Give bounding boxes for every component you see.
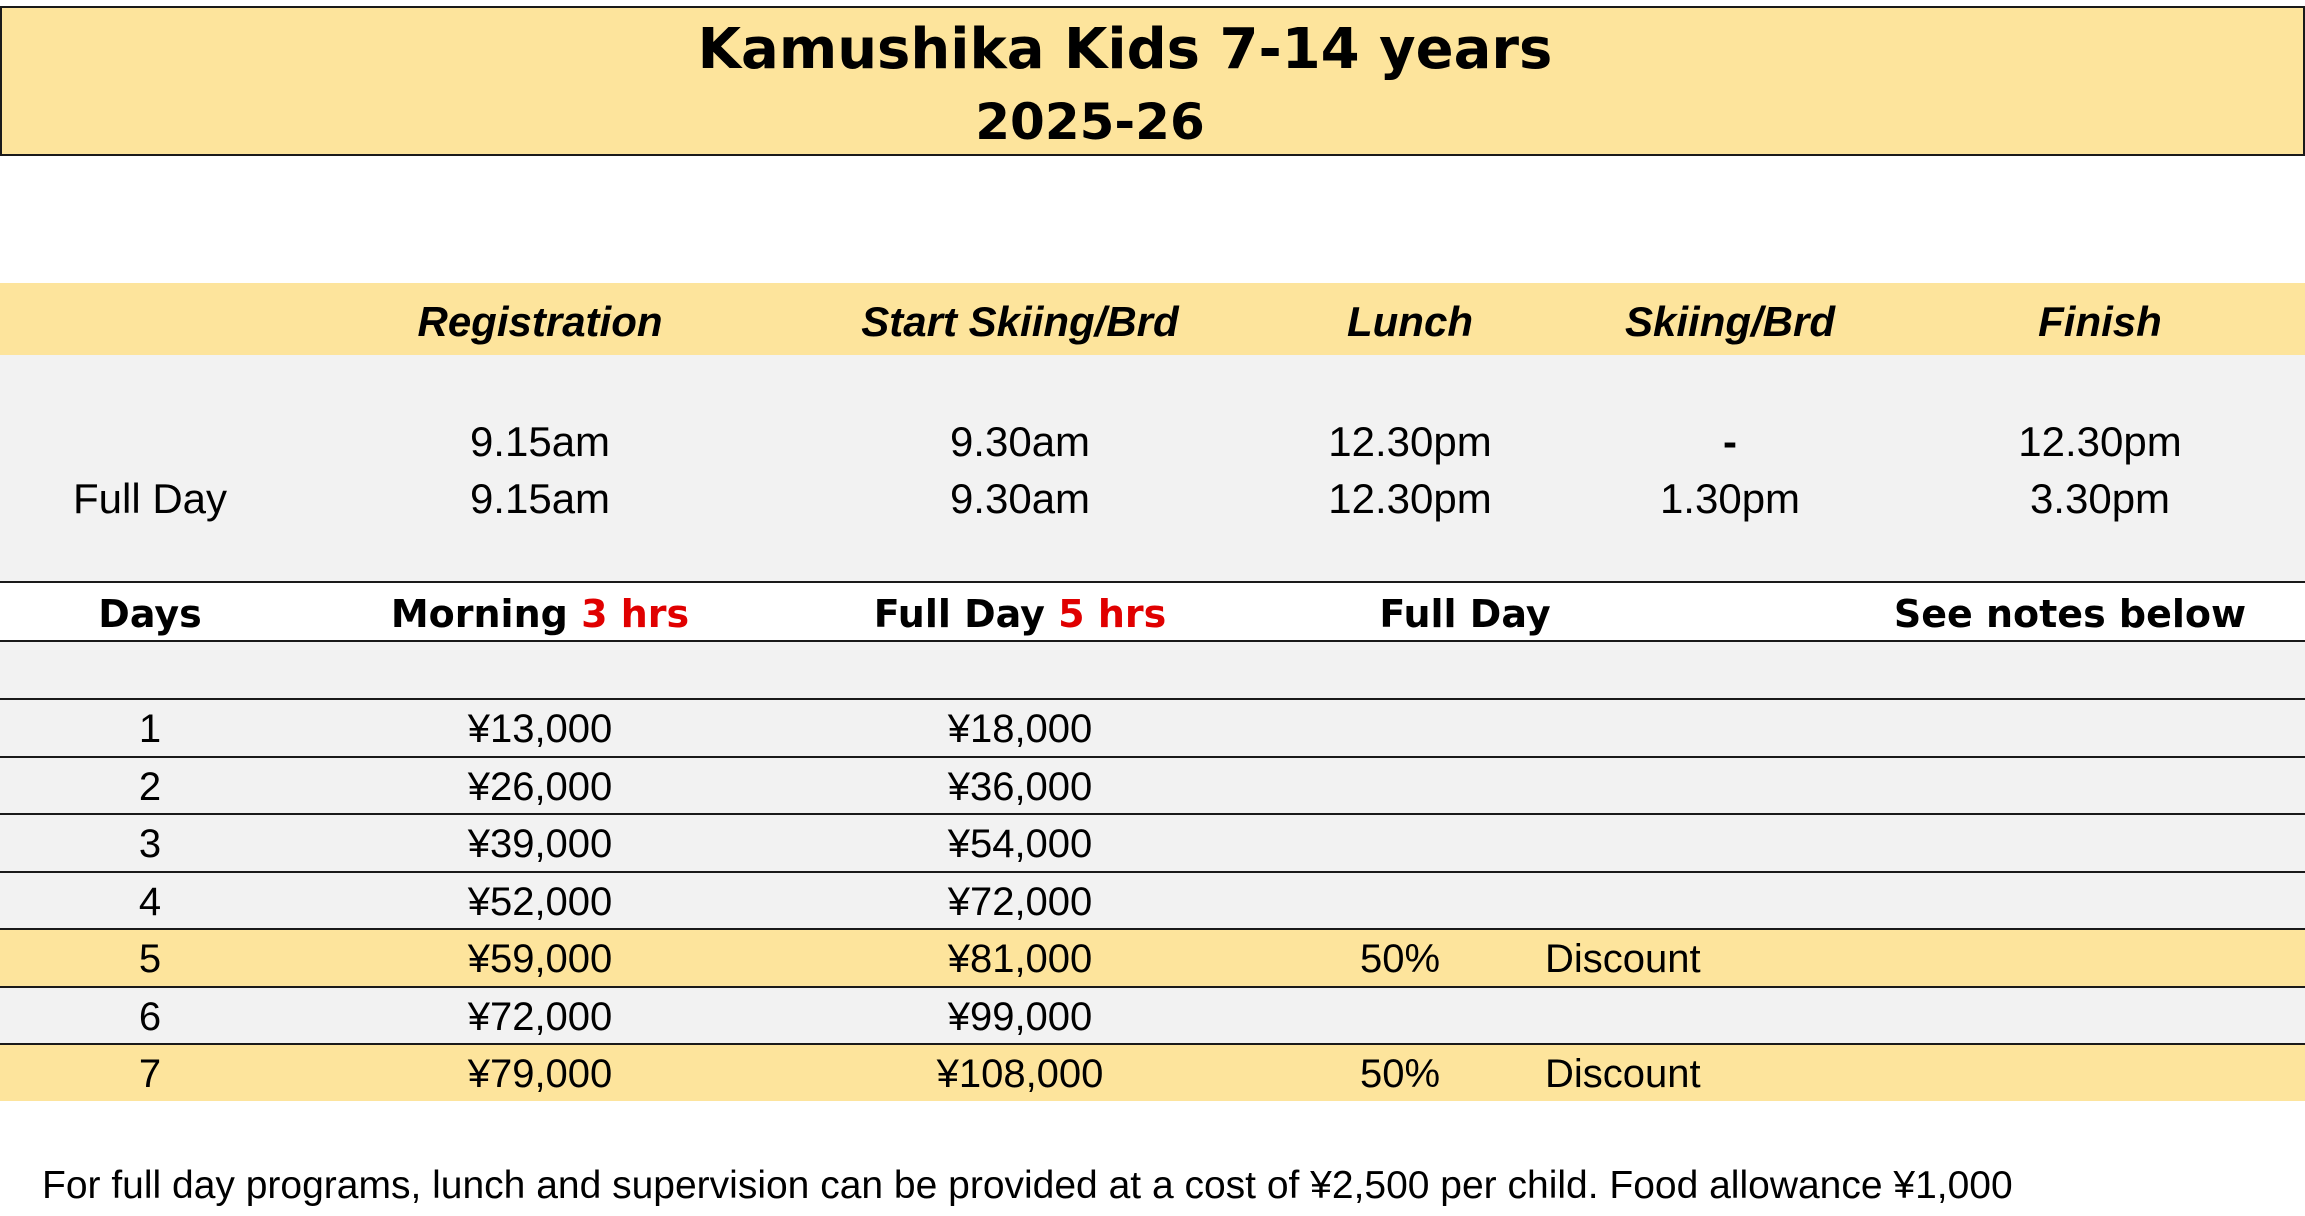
divider xyxy=(0,640,2305,642)
season-label: 2025-26 xyxy=(975,93,1205,151)
pricing-morning-cell: ¥39,000 xyxy=(467,822,613,866)
schedule-cell: 12.30pm xyxy=(1328,418,1492,465)
pricing-morning-cell: ¥52,000 xyxy=(467,879,613,924)
col-header-skiing: Skiing/Brd xyxy=(1624,298,1836,345)
pricing-fullday-cell: ¥36,000 xyxy=(947,764,1093,809)
schedule-cell: 9.30am xyxy=(949,418,1091,465)
pricing-days-cell: 1 xyxy=(138,707,162,751)
divider xyxy=(0,928,2305,930)
pricing-morning-cell: ¥72,000 xyxy=(467,994,613,1039)
pricing-header-morning-label: Morning xyxy=(390,592,568,636)
table-row xyxy=(0,700,2305,756)
pricing-days-cell: 3 xyxy=(138,822,162,866)
schedule-cell: 1.30pm xyxy=(1659,475,1801,522)
schedule-cell: 9.15am xyxy=(469,418,611,465)
pricing-morning-cell: ¥79,000 xyxy=(467,1052,613,1096)
divider xyxy=(0,581,2305,583)
pricing-discount-label-cell: Discount xyxy=(1545,937,1701,981)
pricing-days-cell: 7 xyxy=(138,1052,162,1096)
pricing-days-cell: 4 xyxy=(138,879,162,924)
divider xyxy=(0,813,2305,815)
schedule-row-label: Full Day xyxy=(72,475,228,522)
schedule-body-band xyxy=(0,355,2305,581)
pricing-days-cell: 6 xyxy=(138,994,162,1039)
divider xyxy=(0,755,2305,758)
schedule-cell: 12.30pm xyxy=(1328,475,1492,522)
pricing-fullday-cell: ¥99,000 xyxy=(947,994,1093,1039)
schedule-cell: 9.30am xyxy=(949,475,1091,522)
pricing-days-cell: 2 xyxy=(138,764,162,809)
pricing-fullday-cell: ¥18,000 xyxy=(947,707,1093,751)
pricing-morning-cell: ¥59,000 xyxy=(467,937,613,981)
empty-row xyxy=(0,642,2305,698)
schedule-header-band xyxy=(0,283,2305,355)
schedule-cell: - xyxy=(1723,418,1737,465)
table-row xyxy=(0,757,2305,813)
pricing-days-cell: 5 xyxy=(138,937,162,981)
pricing-header-fullday-label: Full Day xyxy=(873,592,1045,636)
pricing-header-morning: Morning 3 hrs xyxy=(360,592,720,636)
pricing-header-fullday-hours: 5 hrs xyxy=(1058,592,1167,636)
table-row xyxy=(0,872,2305,928)
table-row xyxy=(0,815,2305,871)
schedule-cell: 3.30pm xyxy=(2029,475,2171,522)
schedule-cell: 9.15am xyxy=(469,475,611,522)
page-title: Kamushika Kids 7-14 years xyxy=(697,17,1553,82)
col-header-start: Start Skiing/Brd xyxy=(861,298,1179,345)
pricing-header-fullday: Full Day 5 hrs xyxy=(820,592,1220,636)
divider xyxy=(0,1043,2305,1045)
pricing-header-fullday-2: Full Day xyxy=(1379,592,1551,636)
col-header-finish: Finish xyxy=(2038,298,2162,345)
col-header-lunch: Lunch xyxy=(1347,298,1473,345)
pricing-fullday-cell: ¥72,000 xyxy=(947,879,1093,924)
table-row xyxy=(0,1045,2305,1101)
pricing-discount-pct-cell: 50% xyxy=(1359,937,1441,981)
pricing-morning-cell: ¥26,000 xyxy=(467,764,613,809)
footer-note: For full day programs, lunch and supervi… xyxy=(42,1164,2013,1207)
schedule-cell: 12.30pm xyxy=(2018,418,2182,465)
pricing-discount-pct-cell: 50% xyxy=(1359,1052,1441,1096)
divider xyxy=(0,985,2305,988)
pricing-fullday-cell: ¥81,000 xyxy=(947,937,1093,981)
pricing-header-morning-hours: 3 hrs xyxy=(581,592,690,636)
col-header-registration: Registration xyxy=(417,298,663,345)
table-row xyxy=(0,930,2305,986)
divider xyxy=(0,698,2305,700)
table-row xyxy=(0,987,2305,1043)
pricing-discount-label-cell: Discount xyxy=(1545,1052,1701,1096)
divider xyxy=(0,870,2305,873)
pricing-morning-cell: ¥13,000 xyxy=(467,707,613,751)
pricing-fullday-cell: ¥54,000 xyxy=(947,822,1093,866)
pricing-fullday-cell: ¥108,000 xyxy=(936,1052,1104,1096)
pricing-header-notes: See notes below xyxy=(1893,592,2247,636)
title-band xyxy=(0,6,2305,156)
pricing-header-days: Days xyxy=(98,592,202,636)
